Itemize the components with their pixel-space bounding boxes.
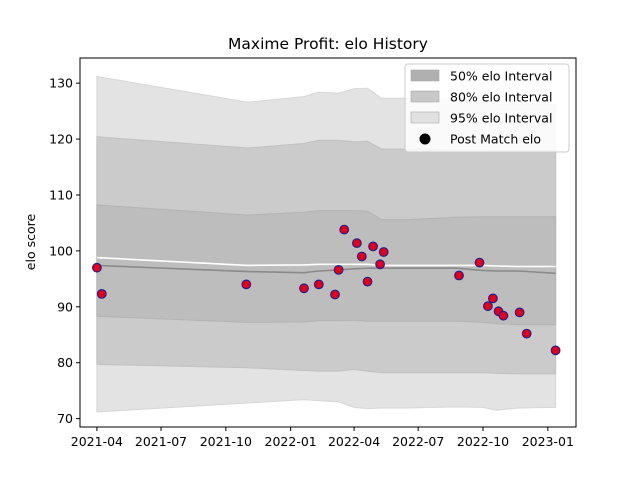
legend-swatch — [410, 111, 440, 124]
legend-label: 80% elo Interval — [450, 90, 552, 105]
post-match-elo-point — [339, 224, 350, 235]
y-tick-label: 100 — [49, 243, 73, 258]
post-match-elo-point — [96, 289, 107, 299]
post-match-elo-point — [514, 307, 525, 318]
y-axis-label: elo score — [23, 214, 38, 271]
x-tick-label: 2022-07 — [392, 434, 444, 449]
x-tick-label: 2021-10 — [200, 434, 252, 449]
y-tick-label: 80 — [57, 355, 73, 370]
median-line — [96, 264, 556, 275]
post-match-elo-point — [362, 276, 373, 287]
y-tick-label: 110 — [49, 187, 73, 202]
x-tick-label: 2021-04 — [71, 434, 123, 449]
post-match-elo-point — [521, 328, 532, 339]
y-tick-label: 130 — [49, 76, 73, 91]
legend-label: 95% elo Interval — [450, 111, 552, 126]
legend: 50% elo Interval 80% elo Interval 95% elo … — [404, 63, 570, 153]
axes-frame — [79, 57, 577, 428]
post-match-elo-point — [488, 293, 498, 304]
post-match-elo-point — [368, 241, 379, 252]
post-match-elo-point — [330, 289, 340, 300]
legend-swatch — [410, 90, 440, 103]
post-match-elo-point — [299, 283, 309, 294]
legend-frame — [404, 63, 570, 153]
legend-marker — [419, 133, 431, 145]
post-match-elo-point — [375, 259, 386, 270]
x-tick-label: 2023-01 — [522, 434, 574, 449]
post-match-elo-point — [454, 270, 464, 281]
y-tick-label: 70 — [57, 411, 73, 426]
post-match-elo-point — [356, 251, 367, 262]
x-tick-label: 2022-10 — [457, 434, 509, 449]
y-tick-label: 120 — [49, 132, 73, 147]
post-match-elo-point — [550, 345, 561, 356]
chart-title: Maxime Profit: elo History — [228, 35, 428, 53]
post-match-elo-point — [474, 257, 485, 268]
legend-label: Post Match elo — [450, 132, 541, 147]
post-match-elo-point — [483, 301, 493, 312]
legend-swatch — [410, 69, 440, 82]
post-match-elo-point — [241, 279, 252, 290]
post-match-elo-point — [333, 265, 344, 275]
y-axis: 70 80 90 100 110 120 130 — [49, 76, 80, 426]
legend-label: 50% elo Interval — [450, 69, 552, 84]
x-tick-label: 2021-07 — [135, 434, 187, 449]
post-match-elo-point — [313, 279, 324, 290]
plot-area — [91, 75, 561, 413]
y-tick-label: 90 — [57, 299, 73, 314]
post-match-elo-point — [378, 247, 389, 257]
x-tick-label: 2022-01 — [265, 434, 317, 449]
post-match-elo-point — [498, 310, 509, 321]
mean-line — [96, 256, 556, 268]
x-axis: 2021-04 2021-07 2021-10 2022-01 2022-04 2022-… — [71, 427, 574, 449]
x-tick-label: 2022-04 — [328, 434, 380, 449]
post-match-elo-point — [352, 238, 362, 249]
post-match-elo-point — [91, 262, 102, 273]
